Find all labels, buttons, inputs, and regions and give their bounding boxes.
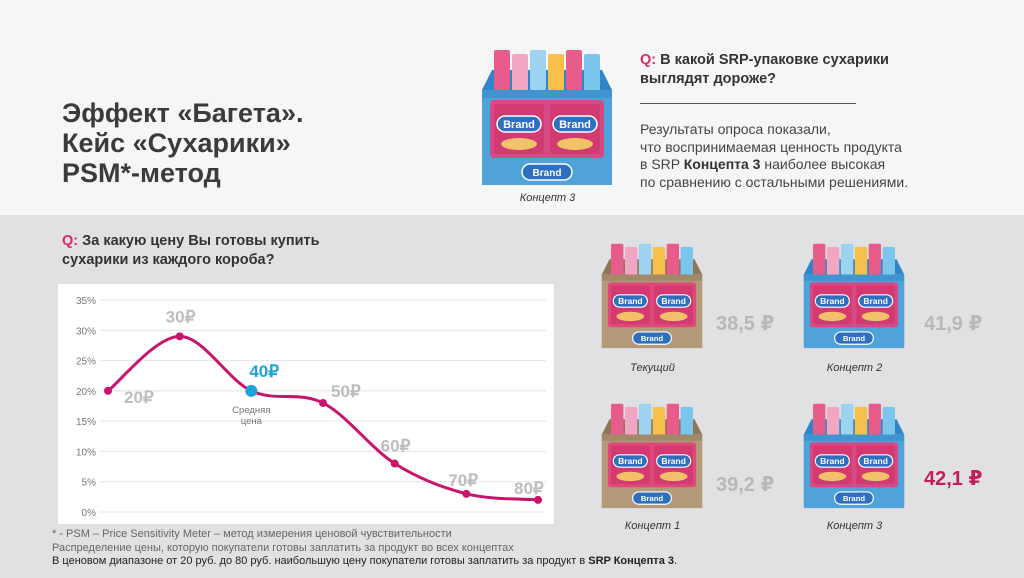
y-tick-label: 20%	[76, 387, 96, 398]
package-caption-concept-1: Концепт 1	[624, 520, 681, 532]
package-image-concept-2: BrandдвойнойBrandдвойнойBrandBrandBrand	[803, 243, 905, 349]
footnote-2: Распределение цены, которую покупатели г…	[52, 541, 514, 554]
package-price-concept-1: 39,2 ₽	[716, 474, 775, 496]
top-package-caption: Концепт 3	[519, 192, 576, 204]
result-line-3a: в SRP	[640, 156, 684, 172]
srp-box: BrandдвойнойBrandдвойнойBrandBrandBrand	[601, 243, 703, 349]
data-point	[319, 398, 327, 407]
annotation-line-1: Средняя	[232, 405, 270, 416]
brand-label: Brand	[503, 119, 535, 131]
data-point	[175, 332, 184, 341]
srp-box: BrandдвойнойBrandдвойнойBrandBrandBrand	[482, 50, 612, 185]
footnote-3-pre: В ценовом диапазоне от 20 руб. до 80 руб…	[52, 555, 589, 567]
footnote-3-post: .	[674, 555, 678, 567]
survey-result: Результаты опроса показали, что восприни…	[640, 121, 1000, 191]
title-line-1: Эффект «Багета».	[62, 98, 304, 128]
package-image-concept-3: BrandдвойнойBrandдвойнойBrandBrandBrand	[803, 403, 905, 509]
q1-text-line2: выглядят дороже?	[640, 71, 777, 87]
y-tick-label: 15%	[76, 417, 96, 428]
brand-label: Brand	[618, 296, 643, 306]
brand-badge: Brand	[641, 494, 664, 503]
srp-box: BrandдвойнойBrandдвойнойBrandBrandBrand	[601, 403, 703, 509]
data-label: 50₽	[331, 382, 361, 401]
brand-label: Brand	[820, 296, 845, 306]
data-point	[390, 459, 399, 468]
question-2: Q: За какую цену Вы готовы купить сухари…	[62, 232, 382, 270]
footnotes: * - PSM – Price Sensitivity Meter – мето…	[52, 528, 812, 569]
package-price-concept-2: 41,9 ₽	[924, 313, 983, 335]
footnote-3-bold: SRP Концепта 3	[588, 555, 674, 567]
q2-text-line2: сухарики из каждого короба?	[62, 252, 275, 268]
package-price-current: 38,5 ₽	[716, 313, 775, 335]
footnote-1: * - PSM – Price Sensitivity Meter – мето…	[52, 528, 452, 540]
result-line-3-bold: Концепта 3	[683, 156, 761, 172]
data-label: 60₽	[381, 437, 411, 456]
data-label: 70₽	[448, 471, 478, 490]
data-label: 80₽	[514, 479, 544, 498]
srp-box: BrandдвойнойBrandдвойнойBrandBrandBrand	[803, 243, 905, 349]
y-tick-label: 10%	[76, 447, 96, 458]
brand-badge: Brand	[843, 334, 866, 343]
brand-label: Brand	[661, 456, 686, 466]
result-line-2: что воспринимаемая ценность продукта	[640, 138, 902, 155]
y-tick-label: 25%	[76, 357, 96, 368]
question-1: Q: В какой SRP-упаковке сухарики выглядя…	[640, 51, 970, 89]
package-image-concept-1: BrandдвойнойBrandдвойнойBrandBrandBrand	[601, 403, 703, 509]
data-label: 20₽	[124, 388, 154, 407]
data-label: 40₽	[249, 362, 279, 381]
q1-text-line1: В какой SRP-упаковке сухарики	[660, 52, 889, 68]
price-sensitivity-chart: 35% 30% 25% 20% 15% 10% 5% 0% 20₽ 30₽ 40₽ Средняяце…	[76, 296, 546, 519]
brand-badge: Brand	[843, 494, 866, 503]
y-tick-label: 0%	[82, 508, 97, 519]
package-caption-current: Текущий	[630, 362, 675, 374]
brand-label: Brand	[618, 456, 643, 466]
package-caption-concept-2: Концепт 2	[826, 362, 883, 374]
package-caption-concept-3: Концепт 3	[826, 520, 883, 532]
brand-label: Brand	[661, 296, 686, 306]
data-point	[245, 384, 258, 397]
q2-prefix: Q:	[62, 233, 79, 249]
data-point	[534, 495, 542, 504]
package-image-current: BrandдвойнойBrandдвойнойBrandBrandBrand	[601, 243, 703, 349]
package-image-top: BrandдвойнойBrandдвойнойBrandBrandBrand	[482, 50, 612, 185]
q2-text-line1: За какую цену Вы готовы купить	[82, 233, 320, 249]
y-tick-label: 30%	[76, 326, 96, 337]
data-point	[104, 386, 112, 395]
brand-label: Brand	[820, 456, 845, 466]
chart-card: 35% 30% 25% 20% 15% 10% 5% 0% 20₽ 30₽ 40₽ Средняя це…	[58, 284, 554, 524]
brand-label: Brand	[559, 119, 591, 131]
package-price-concept-3: 42,1 ₽	[924, 468, 983, 490]
brand-badge: Brand	[641, 334, 664, 343]
footnote-3: В ценовом диапазоне от 20 руб. до 80 руб…	[52, 555, 812, 569]
q1-prefix: Q:	[640, 52, 657, 68]
y-tick-label: 5%	[82, 478, 97, 489]
annotation-line-2: цена	[241, 416, 263, 427]
brand-label: Brand	[863, 456, 888, 466]
data-label: 30₽	[166, 307, 196, 326]
y-tick-label: 35%	[76, 296, 96, 307]
slide-title: Эффект «Багета». Кейс «Сухарики» PSM*-ме…	[62, 98, 382, 188]
srp-box: BrandдвойнойBrandдвойнойBrandBrandBrand	[803, 403, 905, 509]
divider	[640, 103, 856, 104]
brand-label: Brand	[863, 296, 888, 306]
result-line-1: Результаты опроса показали,	[640, 121, 831, 137]
data-point	[462, 489, 471, 498]
brand-badge: Brand	[533, 168, 562, 179]
title-line-2: Кейс «Сухарики»	[62, 128, 291, 158]
result-line-4: по сравнению с остальными решениями.	[640, 173, 909, 190]
title-line-3: PSM*-метод	[62, 158, 221, 188]
result-line-3b: наиболее высокая	[760, 156, 886, 172]
